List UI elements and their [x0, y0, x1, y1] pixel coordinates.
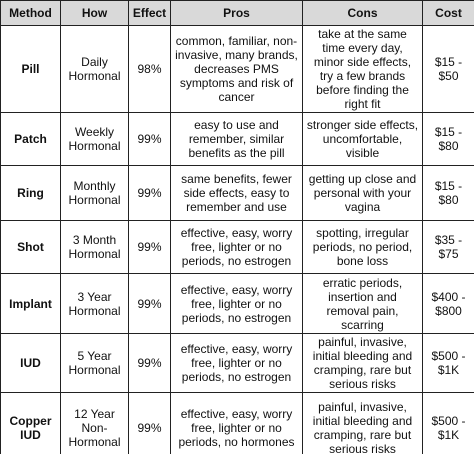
cons-cell: erratic periods, insertion and removal p… [302, 273, 423, 334]
effect-cell: 99% [128, 333, 171, 393]
method-cell: Copper IUD [0, 392, 61, 454]
header-cell: Method [0, 0, 61, 26]
header-cell: Pros [170, 0, 303, 26]
how-cell: 3 Year Hormonal [60, 273, 129, 334]
header-cell: How [60, 0, 129, 26]
pros-cell: common, familiar, non-invasive, many bra… [170, 25, 303, 113]
table-row: Copper IUD 12 Year Non-Hormonal 99% effecti… [0, 392, 474, 454]
method-cell: Shot [0, 220, 61, 274]
cons-cell: getting up close and personal with your … [302, 165, 423, 221]
cost-cell: $500 - $1K [422, 333, 474, 393]
effect-cell: 99% [128, 273, 171, 334]
how-cell: Monthly Hormonal [60, 165, 129, 221]
pros-cell: effective, easy, worry free, lighter or … [170, 273, 303, 334]
table-row: Implant 3 Year Hormonal 99% effective, easy… [0, 273, 474, 334]
effect-cell: 98% [128, 25, 171, 113]
table-body: Pill Daily Hormonal 98% common, familiar, n… [0, 25, 474, 454]
pros-cell: effective, easy, worry free, lighter or … [170, 392, 303, 454]
method-cell: Ring [0, 165, 61, 221]
effect-cell: 99% [128, 112, 171, 166]
how-cell: 3 Month Hormonal [60, 220, 129, 274]
how-cell: Weekly Hormonal [60, 112, 129, 166]
header-cell: Cons [302, 0, 423, 26]
cons-cell: painful, invasive, initial bleeding and … [302, 392, 423, 454]
pros-cell: easy to use and remember, similar benefi… [170, 112, 303, 166]
table-row: Patch Weekly Hormonal 99% easy to use and r… [0, 112, 474, 166]
how-cell: 5 Year Hormonal [60, 333, 129, 393]
header-row: Method How Effect Pros Cons Cost [0, 0, 474, 26]
how-cell: Daily Hormonal [60, 25, 129, 113]
cons-cell: stronger side effects, uncomfortable, vi… [302, 112, 423, 166]
table-row: IUD 5 Year Hormonal 99% effective, easy, wo… [0, 333, 474, 393]
cons-cell: painful, invasive, initial bleeding and … [302, 333, 423, 393]
method-cell: Pill [0, 25, 61, 113]
table-row: Ring Monthly Hormonal 99% same benefits, fe… [0, 165, 474, 221]
effect-cell: 99% [128, 392, 171, 454]
header-cell: Cost [422, 0, 474, 26]
cost-cell: $15 - $50 [422, 25, 474, 113]
cons-cell: take at the same time every day, minor s… [302, 25, 423, 113]
header-cell: Effect [128, 0, 171, 26]
effect-cell: 99% [128, 220, 171, 274]
method-cell: IUD [0, 333, 61, 393]
cost-cell: $15 - $80 [422, 112, 474, 166]
cons-cell: spotting, irregular periods, no period, … [302, 220, 423, 274]
method-cell: Implant [0, 273, 61, 334]
how-cell: 12 Year Non-Hormonal [60, 392, 129, 454]
pros-cell: same benefits, fewer side effects, easy … [170, 165, 303, 221]
cost-cell: $500 - $1K [422, 392, 474, 454]
table-row: Pill Daily Hormonal 98% common, familiar, n… [0, 25, 474, 113]
cost-cell: $35 - $75 [422, 220, 474, 274]
effect-cell: 99% [128, 165, 171, 221]
cost-cell: $15 - $80 [422, 165, 474, 221]
pros-cell: effective, easy, worry free, lighter or … [170, 333, 303, 393]
table-row: Shot 3 Month Hormonal 99% effective, easy, … [0, 220, 474, 274]
pros-cell: effective, easy, worry free, lighter or … [170, 220, 303, 274]
cost-cell: $400 - $800 [422, 273, 474, 334]
method-cell: Patch [0, 112, 61, 166]
